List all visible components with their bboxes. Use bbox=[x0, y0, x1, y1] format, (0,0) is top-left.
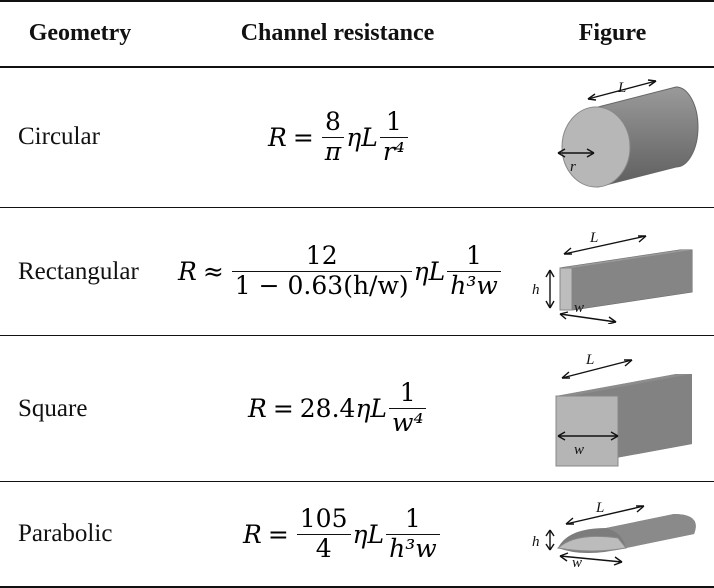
fraction-bar bbox=[321, 136, 345, 138]
geometry-label: Circular bbox=[18, 123, 100, 150]
formula-relation: = bbox=[272, 394, 294, 423]
formula-relation: = bbox=[267, 519, 289, 549]
fraction-bar bbox=[379, 136, 408, 138]
fraction-denominator: h³w bbox=[389, 533, 437, 563]
header-rule bbox=[0, 66, 714, 68]
table-bottom-rule bbox=[0, 586, 714, 588]
geometry-label: Square bbox=[18, 394, 88, 422]
formula-fraction: 1 h³w bbox=[447, 241, 501, 301]
row-rule bbox=[0, 335, 714, 336]
fraction-bar bbox=[386, 533, 440, 535]
formula-middle: ηL bbox=[355, 394, 388, 423]
height-label: h bbox=[532, 534, 540, 550]
formula-lhs: R bbox=[248, 394, 267, 423]
formula-fraction: 1 w⁴ bbox=[389, 378, 427, 438]
length-label: L bbox=[595, 500, 604, 516]
parabolic-channel-figure: L h bbox=[532, 500, 696, 566]
table-top-rule bbox=[0, 0, 714, 2]
table-row-square: Square R = 28.4 ηL 1 w⁴ L w bbox=[0, 336, 714, 481]
resistance-formula: R = 28.4 ηL 1 w⁴ bbox=[248, 336, 428, 481]
fraction-bar bbox=[447, 271, 501, 272]
fraction-numerator: 1 bbox=[399, 378, 416, 408]
formula-fraction: 1 r⁴ bbox=[379, 106, 408, 167]
rectangular-channel-figure: L h bbox=[532, 230, 693, 324]
length-label: L bbox=[617, 80, 626, 96]
circular-channel-figure: L r bbox=[557, 79, 699, 188]
formula-fraction: 12 1 − 0.63(h/w) bbox=[231, 241, 412, 301]
square-channel-figure: L w bbox=[555, 352, 692, 467]
formula-relation: = bbox=[292, 122, 314, 152]
table-row-parabolic: Parabolic R = 105 4 ηL 1 h³w L bbox=[0, 482, 714, 586]
formula-lhs: R bbox=[178, 257, 197, 286]
width-label: w bbox=[574, 300, 585, 316]
resistance-formula: R ≈ 12 1 − 0.63(h/w) ηL 1 h³w bbox=[178, 208, 503, 335]
formula-middle: ηL bbox=[413, 257, 446, 286]
formula-fraction: 1 h³w bbox=[386, 503, 440, 564]
fraction-denominator: h³w bbox=[450, 271, 498, 300]
width-label: w bbox=[572, 555, 583, 571]
fraction-bar bbox=[296, 533, 351, 535]
formula-fraction: 8 π bbox=[321, 106, 345, 167]
fraction-denominator: π bbox=[324, 136, 342, 166]
fraction-numerator: 12 bbox=[305, 241, 338, 271]
radius-label: r bbox=[570, 159, 576, 175]
height-label: h bbox=[532, 282, 540, 298]
row-rule bbox=[0, 481, 714, 482]
fraction-numerator: 105 bbox=[299, 503, 348, 533]
fraction-denominator: 4 bbox=[315, 533, 332, 563]
resistance-formula: R = 105 4 ηL 1 h³w bbox=[243, 482, 442, 586]
length-label: L bbox=[585, 352, 594, 368]
fraction-denominator: 1 − 0.63(h/w) bbox=[234, 271, 409, 300]
table-row-rectangular: Rectangular R ≈ 12 1 − 0.63(h/w) ηL 1 h³… bbox=[0, 208, 714, 335]
formula-middle: ηL bbox=[352, 519, 385, 549]
formula-lhs: R bbox=[243, 519, 262, 549]
header-figure: Figure bbox=[578, 19, 647, 46]
fraction-bar bbox=[231, 271, 412, 272]
formula-relation: ≈ bbox=[202, 257, 224, 286]
formula-middle: ηL bbox=[346, 122, 378, 152]
header-channel-resistance: Channel resistance bbox=[240, 19, 435, 46]
formula-lhs: R bbox=[268, 122, 287, 152]
fraction-numerator: 1 bbox=[404, 503, 421, 533]
row-rule bbox=[0, 207, 714, 208]
geometry-label: Parabolic bbox=[18, 520, 113, 547]
fraction-denominator: w⁴ bbox=[392, 408, 424, 437]
fraction-numerator: 1 bbox=[385, 106, 402, 136]
resistance-formula: R = 8 π ηL 1 r⁴ bbox=[268, 67, 410, 207]
width-label: w bbox=[574, 442, 584, 458]
fraction-numerator: 1 bbox=[466, 241, 482, 271]
table-row-circular: Circular R = 8 π ηL 1 r⁴ bbox=[0, 67, 714, 207]
fraction-numerator: 8 bbox=[325, 106, 341, 136]
header-geometry: Geometry bbox=[28, 19, 132, 46]
formula-fraction: 105 4 bbox=[296, 503, 351, 564]
length-label: L bbox=[589, 230, 598, 246]
geometry-label: Rectangular bbox=[18, 257, 139, 285]
fraction-denominator: r⁴ bbox=[382, 136, 405, 166]
fraction-bar bbox=[389, 408, 427, 409]
formula-coefficient: 28.4 bbox=[299, 394, 356, 423]
